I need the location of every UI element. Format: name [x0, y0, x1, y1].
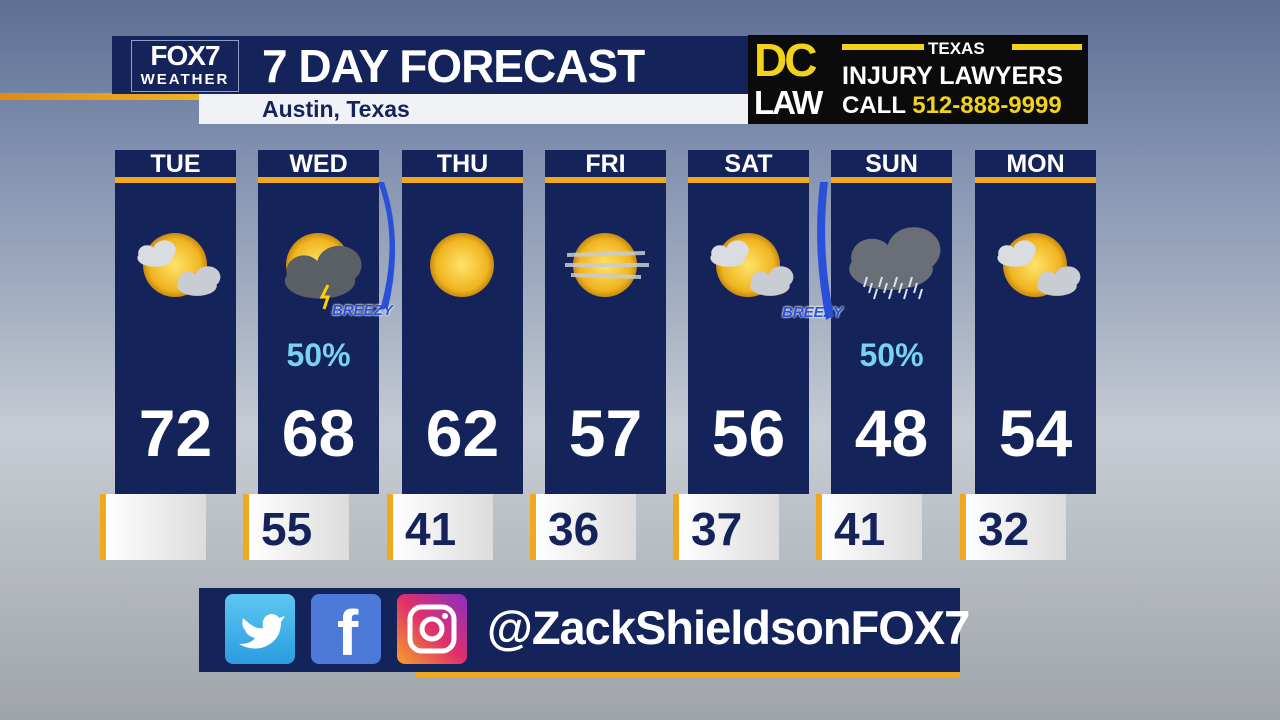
low-temp: 37	[673, 494, 779, 560]
day-accent-bar	[115, 177, 236, 183]
instagram-icon[interactable]	[397, 594, 467, 664]
day-card	[831, 150, 952, 494]
day-card	[545, 150, 666, 494]
day-label: FRI	[585, 150, 626, 178]
low-temp: 32	[960, 494, 1066, 560]
precip-chance: 50%	[286, 337, 351, 373]
precip-chance: 50%	[859, 337, 924, 373]
ad-banner: DC LAW TEXAS INJURY LAWYERS CALL 512-888…	[748, 35, 1088, 124]
hazy-sun-icon	[565, 233, 649, 297]
day-accent-bar	[975, 177, 1096, 183]
day-card	[402, 150, 523, 494]
day-accent-bar	[688, 177, 809, 183]
high-temp: 56	[711, 396, 786, 470]
low-temp: 55	[243, 494, 349, 560]
header-bar	[112, 36, 748, 94]
day-accent-bar	[258, 177, 379, 183]
accent-line	[0, 93, 199, 100]
ad-state: TEXAS	[928, 39, 985, 58]
day-card	[688, 150, 809, 494]
high-temp: 72	[138, 396, 213, 470]
sun-thunderstorm-icon	[284, 233, 362, 310]
day-label: SAT	[724, 150, 773, 178]
ad-line1: INJURY LAWYERS	[842, 62, 1063, 90]
rain-cloud-icon	[849, 227, 941, 300]
partly-sunny-icon	[137, 233, 221, 297]
day-accent-bar	[545, 177, 666, 183]
low-temp: 41	[816, 494, 922, 560]
day-card	[115, 150, 236, 494]
low-temp	[100, 494, 206, 560]
ad-call: CALL	[842, 92, 906, 119]
fox7-weather-logo: FOX7 WEATHER	[131, 40, 239, 92]
facebook-icon[interactable]: f	[311, 594, 381, 668]
page-title: 7 DAY FORECAST	[262, 40, 645, 92]
high-temp: 57	[568, 396, 643, 470]
location-label: Austin, Texas	[262, 96, 410, 122]
partly-sunny-icon	[997, 233, 1081, 297]
high-temp: 62	[425, 396, 500, 470]
day-label: TUE	[150, 150, 201, 178]
day-card	[258, 150, 379, 494]
day-label: MON	[1006, 150, 1065, 178]
twitter-icon[interactable]	[225, 594, 295, 664]
high-temp: 68	[281, 396, 356, 470]
day-label: WED	[289, 150, 348, 178]
ad-stripe	[842, 44, 924, 50]
location-bar	[199, 94, 748, 124]
sunny-icon	[430, 233, 494, 297]
logo-subtext: WEATHER	[140, 71, 230, 88]
breezy-badge: BREEZY	[332, 302, 393, 319]
low-temp: 41	[387, 494, 493, 560]
high-temp: 48	[854, 396, 929, 470]
low-temp: 36	[530, 494, 636, 560]
ad-brand-bottom: LAW	[754, 84, 823, 121]
day-label: THU	[436, 150, 489, 178]
day-accent-bar	[831, 177, 952, 183]
wind-swoosh-icon	[378, 182, 396, 310]
ad-brand-top: DC	[754, 34, 817, 86]
high-temp: 54	[998, 396, 1073, 470]
day-card	[975, 150, 1096, 494]
wind-swoosh-icon	[817, 182, 834, 320]
accent-line	[416, 672, 960, 677]
logo-text: FOX7	[150, 40, 220, 71]
ad-stripe	[1012, 44, 1082, 50]
ad-phone: 512-888-9999	[912, 92, 1062, 119]
day-label: SUN	[865, 150, 918, 178]
partly-sunny-icon	[710, 233, 794, 297]
day-accent-bar	[402, 177, 523, 183]
social-handle: @ZackShieldsonFOX7	[487, 601, 970, 654]
